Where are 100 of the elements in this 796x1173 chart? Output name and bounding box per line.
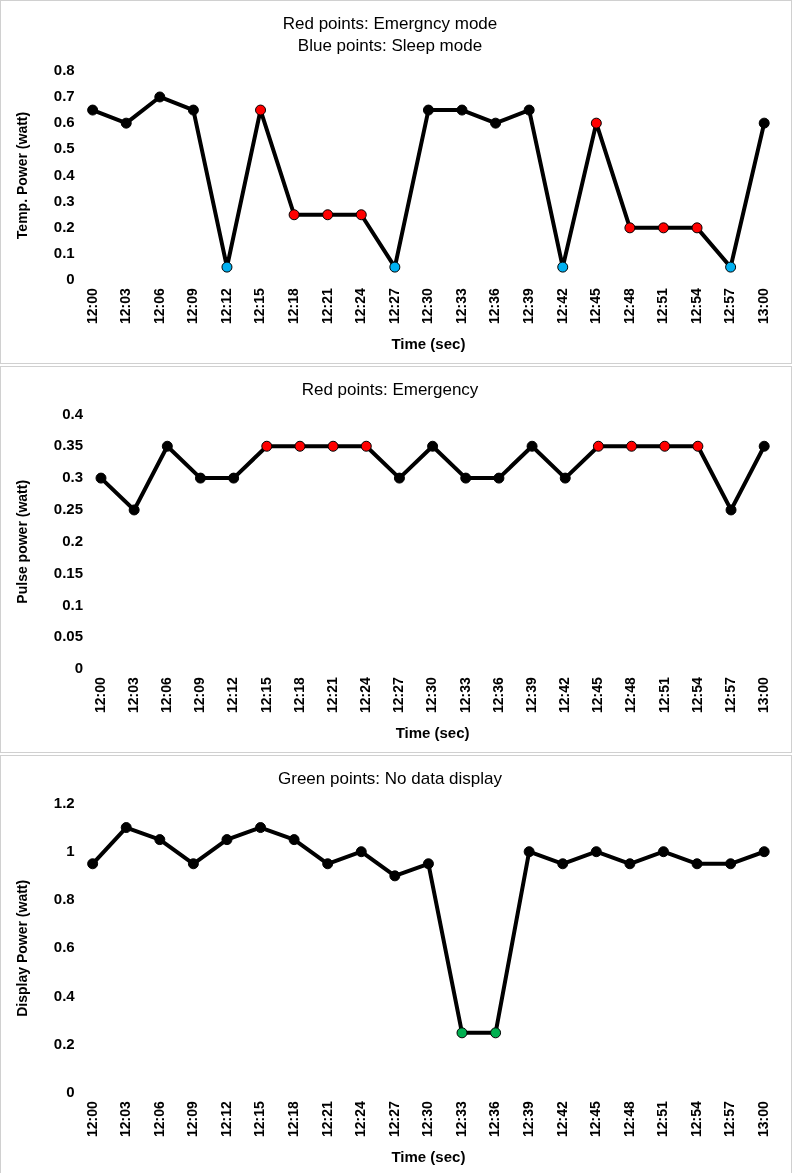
y-tick-label: 0.2 bbox=[53, 217, 75, 235]
x-tick-label: 12:30 bbox=[423, 676, 440, 714]
x-tick-label: 12:36 bbox=[489, 676, 506, 714]
x-tick-label: 12:18 bbox=[284, 1100, 301, 1138]
point bbox=[327, 440, 339, 452]
x-tick-label: 12:57 bbox=[721, 1100, 738, 1138]
x-tick-label: 12:48 bbox=[622, 676, 639, 714]
x-tick-label: 12:21 bbox=[318, 1100, 335, 1138]
point bbox=[659, 440, 671, 452]
point bbox=[692, 440, 704, 452]
point bbox=[393, 472, 405, 484]
point bbox=[626, 440, 638, 452]
x-tick-label: 12:00 bbox=[91, 676, 108, 714]
point bbox=[187, 104, 199, 116]
y-tick-label: 0.05 bbox=[53, 627, 83, 645]
x-tick-label: 12:39 bbox=[520, 1100, 537, 1138]
x-tick-label: 12:24 bbox=[357, 676, 374, 714]
point bbox=[228, 472, 240, 484]
point bbox=[221, 834, 233, 846]
point bbox=[758, 846, 770, 858]
point bbox=[624, 222, 636, 234]
point bbox=[422, 104, 434, 116]
point bbox=[221, 261, 233, 273]
x-tick-label: 13:00 bbox=[755, 1100, 772, 1138]
x-tick-label: 12:03 bbox=[117, 1100, 134, 1138]
y-tick-label: 0.3 bbox=[62, 468, 83, 486]
point bbox=[493, 472, 505, 484]
point bbox=[360, 440, 372, 452]
x-tick-label: 12:36 bbox=[486, 287, 503, 325]
x-tick-label: 12:36 bbox=[486, 1100, 503, 1138]
point bbox=[355, 846, 367, 858]
x-tick-label: 12:57 bbox=[721, 676, 738, 714]
x-tick-label: 12:45 bbox=[589, 676, 606, 714]
y-tick-label: 0.8 bbox=[53, 60, 75, 78]
point bbox=[261, 440, 273, 452]
point bbox=[389, 870, 401, 882]
y-tick-label: 0 bbox=[74, 659, 83, 677]
x-tick-label: 12:30 bbox=[419, 1100, 436, 1138]
point bbox=[592, 440, 604, 452]
x-tick-label: 12:24 bbox=[352, 287, 369, 325]
point bbox=[422, 858, 434, 870]
x-axis-title: Time (sec) bbox=[395, 724, 470, 742]
point bbox=[288, 834, 300, 846]
point bbox=[523, 846, 535, 858]
point bbox=[490, 1027, 502, 1039]
point bbox=[725, 858, 737, 870]
y-axis-title: Temp. Power (watt) bbox=[14, 111, 31, 240]
y-tick-label: 0 bbox=[66, 270, 75, 288]
point bbox=[95, 472, 107, 484]
point bbox=[255, 822, 267, 834]
x-tick-label: 12:54 bbox=[687, 1100, 704, 1138]
point bbox=[526, 440, 538, 452]
point bbox=[691, 222, 703, 234]
x-tick-label: 12:30 bbox=[419, 287, 436, 325]
point bbox=[725, 504, 737, 516]
x-tick-label: 12:12 bbox=[217, 1100, 234, 1138]
x-tick-label: 12:51 bbox=[654, 1100, 671, 1138]
x-tick-label: 12:27 bbox=[385, 287, 402, 325]
chart-title: Red points: Emergency bbox=[301, 379, 479, 399]
y-axis-title: Pulse power (watt) bbox=[14, 479, 31, 604]
point bbox=[557, 858, 569, 870]
point bbox=[322, 209, 334, 221]
point bbox=[255, 104, 267, 116]
x-tick-label: 12:33 bbox=[452, 1100, 469, 1138]
x-tick-label: 12:42 bbox=[553, 1100, 570, 1138]
x-tick-label: 12:00 bbox=[83, 1100, 100, 1138]
chart-title: Green points: No data display bbox=[278, 768, 503, 788]
x-tick-label: 12:54 bbox=[687, 287, 704, 325]
x-tick-label: 12:24 bbox=[352, 1100, 369, 1138]
x-tick-label: 12:42 bbox=[553, 287, 570, 325]
y-tick-label: 1.2 bbox=[53, 793, 75, 811]
y-tick-label: 0.4 bbox=[53, 165, 76, 183]
y-tick-label: 0.2 bbox=[62, 531, 83, 549]
x-tick-label: 12:15 bbox=[251, 287, 268, 325]
x-tick-label: 12:54 bbox=[688, 676, 705, 714]
y-tick-label: 0.35 bbox=[53, 436, 83, 454]
x-tick-label: 12:09 bbox=[184, 1100, 201, 1138]
y-tick-label: 0.8 bbox=[53, 890, 75, 908]
y-tick-label: 0.4 bbox=[53, 986, 76, 1004]
point bbox=[389, 261, 401, 273]
point bbox=[590, 846, 602, 858]
y-tick-label: 0.3 bbox=[53, 191, 75, 209]
point bbox=[657, 846, 669, 858]
x-tick-label: 12:21 bbox=[323, 676, 340, 714]
point bbox=[294, 440, 306, 452]
x-tick-label: 12:09 bbox=[184, 287, 201, 325]
x-tick-label: 12:18 bbox=[284, 287, 301, 325]
x-tick-label: 12:21 bbox=[318, 287, 335, 325]
x-tick-label: 12:06 bbox=[158, 676, 175, 714]
x-tick-label: 12:33 bbox=[452, 287, 469, 325]
point bbox=[590, 117, 602, 129]
x-tick-label: 12:39 bbox=[522, 676, 539, 714]
point bbox=[460, 472, 472, 484]
x-tick-label: 12:51 bbox=[655, 676, 672, 714]
point bbox=[427, 440, 439, 452]
y-tick-label: 1 bbox=[66, 841, 75, 859]
point bbox=[154, 834, 166, 846]
x-tick-label: 12:33 bbox=[456, 676, 473, 714]
point bbox=[691, 858, 703, 870]
x-tick-label: 12:57 bbox=[721, 287, 738, 325]
